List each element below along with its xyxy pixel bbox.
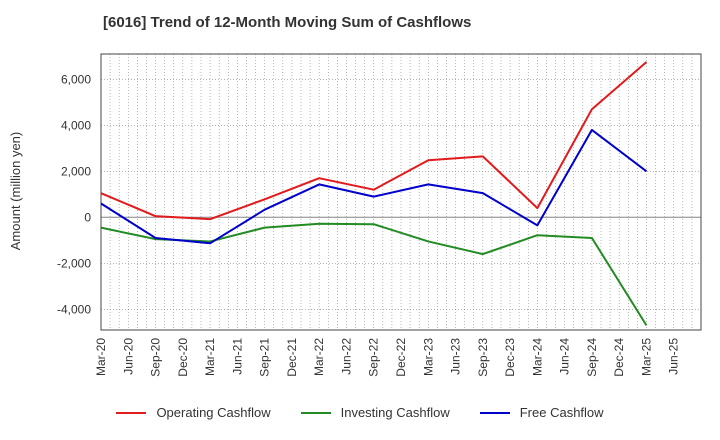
- legend-label: Free Cashflow: [519, 405, 604, 420]
- x-tick-label: Sep-24: [585, 338, 599, 377]
- series-line-investing-cashflow: [100, 222, 648, 326]
- x-tick-label: Jun-23: [449, 338, 463, 375]
- y-tick-label: 4,000: [61, 118, 91, 132]
- y-tick-label: 2,000: [61, 164, 91, 178]
- x-tick-label: Sep-20: [149, 338, 163, 377]
- x-tick-label: Mar-22: [312, 338, 326, 376]
- legend-item: Operating Cashflow: [116, 405, 271, 420]
- x-tick-label: Dec-21: [285, 338, 299, 377]
- x-tick-label: Sep-21: [258, 338, 272, 377]
- y-axis-title: Amount (million yen): [8, 132, 23, 251]
- series: [100, 61, 648, 326]
- y-tick-label: 6,000: [61, 72, 91, 86]
- grid: [100, 54, 702, 330]
- x-tick-label: Jun-24: [558, 338, 572, 375]
- x-tick-label: Mar-20: [94, 338, 108, 376]
- x-tick-label: Jun-22: [339, 338, 353, 375]
- x-tick-label: Sep-22: [367, 338, 381, 377]
- x-tick-label: Mar-25: [639, 338, 653, 376]
- legend-swatch: [300, 411, 331, 414]
- x-tick-label: Mar-24: [530, 338, 544, 376]
- x-tick-label: Mar-21: [203, 338, 217, 376]
- plot-frame: [100, 53, 702, 331]
- x-tick-label: Jun-25: [667, 338, 681, 375]
- series-line-free-cashflow: [100, 128, 648, 245]
- x-tick-label: Jun-21: [230, 338, 244, 375]
- y-tick-label: -2,000: [57, 256, 91, 270]
- y-tick-label: -4,000: [57, 302, 91, 316]
- x-tick-label: Dec-20: [176, 338, 190, 377]
- x-tick-label: Dec-22: [394, 338, 408, 377]
- y-tick-label: 0: [84, 210, 91, 224]
- x-tick-label: Dec-24: [612, 338, 626, 377]
- legend-label: Operating Cashflow: [156, 405, 271, 420]
- axes: 6,000 4,000 2,000 0 -2,000 -4,000 Mar-20 Jun-20…: [57, 53, 702, 377]
- legend-swatch: [479, 411, 510, 414]
- chart-title: [6016] Trend of 12-Month Moving Sum of C…: [103, 14, 472, 31]
- legend: Operating Cashflow Investing Cashflow Free…: [0, 405, 720, 420]
- legend-item: Investing Cashflow: [300, 405, 450, 420]
- x-tick-label: Mar-23: [421, 338, 435, 376]
- x-tick-label: Dec-23: [503, 338, 517, 377]
- x-tick-label: Sep-23: [476, 338, 490, 377]
- legend-label: Investing Cashflow: [340, 405, 450, 420]
- series-line-operating-cashflow: [100, 61, 648, 221]
- legend-item: Free Cashflow: [479, 405, 604, 420]
- x-tick-label: Jun-20: [121, 338, 135, 375]
- legend-swatch: [116, 411, 147, 414]
